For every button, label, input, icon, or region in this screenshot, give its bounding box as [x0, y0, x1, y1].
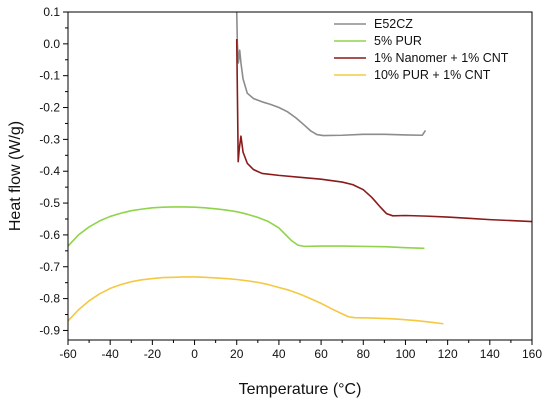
x-tick-label: 160 [522, 347, 542, 361]
series-layer [68, 12, 532, 325]
legend: E52CZ 5% PUR 1% Nanomer + 1% CNT 10% PUR + … [334, 17, 509, 82]
x-axis-title: Temperature (°C) [239, 381, 362, 398]
x-tick-label: 40 [272, 347, 286, 361]
x-axis: -60 -40 -20 0 20 40 60 80 100 120 140 160 [59, 340, 542, 361]
x-tick-label: 120 [438, 347, 458, 361]
legend-label-3: 1% Nanomer + 1% CNT [374, 51, 509, 65]
series-line-3 [235, 39, 532, 223]
series-line-2 [68, 206, 425, 250]
legend-label-1: E52CZ [374, 17, 413, 31]
y-tick-label: 0.1 [43, 5, 60, 19]
y-tick-label: -0.9 [39, 323, 60, 337]
x-tick-label: 60 [314, 347, 328, 361]
x-tick-label: -40 [102, 347, 120, 361]
legend-label-4: 10% PUR + 1% CNT [374, 68, 491, 82]
y-axis-title: Heat flow (W/g) [7, 121, 24, 231]
y-tick-label: -0.1 [39, 69, 60, 83]
x-tick-label: 100 [395, 347, 415, 361]
series-line-4 [68, 276, 444, 325]
x-tick-label: 140 [480, 347, 500, 361]
x-tick-label: -20 [144, 347, 162, 361]
x-tick-label: 80 [357, 347, 371, 361]
y-tick-label: -0.5 [39, 196, 60, 210]
legend-label-2: 5% PUR [374, 34, 422, 48]
series-line-1 [235, 12, 427, 137]
y-tick-label: -0.7 [39, 260, 60, 274]
y-tick-label: -0.8 [39, 292, 60, 306]
y-tick-label: -0.4 [39, 164, 60, 178]
y-tick-label: -0.6 [39, 228, 60, 242]
x-tick-label: 20 [230, 347, 244, 361]
x-tick-label: 0 [191, 347, 198, 361]
y-tick-label: -0.2 [39, 101, 60, 115]
x-tick-label: -60 [59, 347, 77, 361]
y-tick-label: -0.3 [39, 132, 60, 146]
y-axis: 0.1 0.0 -0.1 -0.2 -0.3 -0.4 -0.5 -0.6 -0.7 -0.8 -0… [39, 5, 68, 337]
y-tick-label: 0.0 [43, 37, 60, 51]
